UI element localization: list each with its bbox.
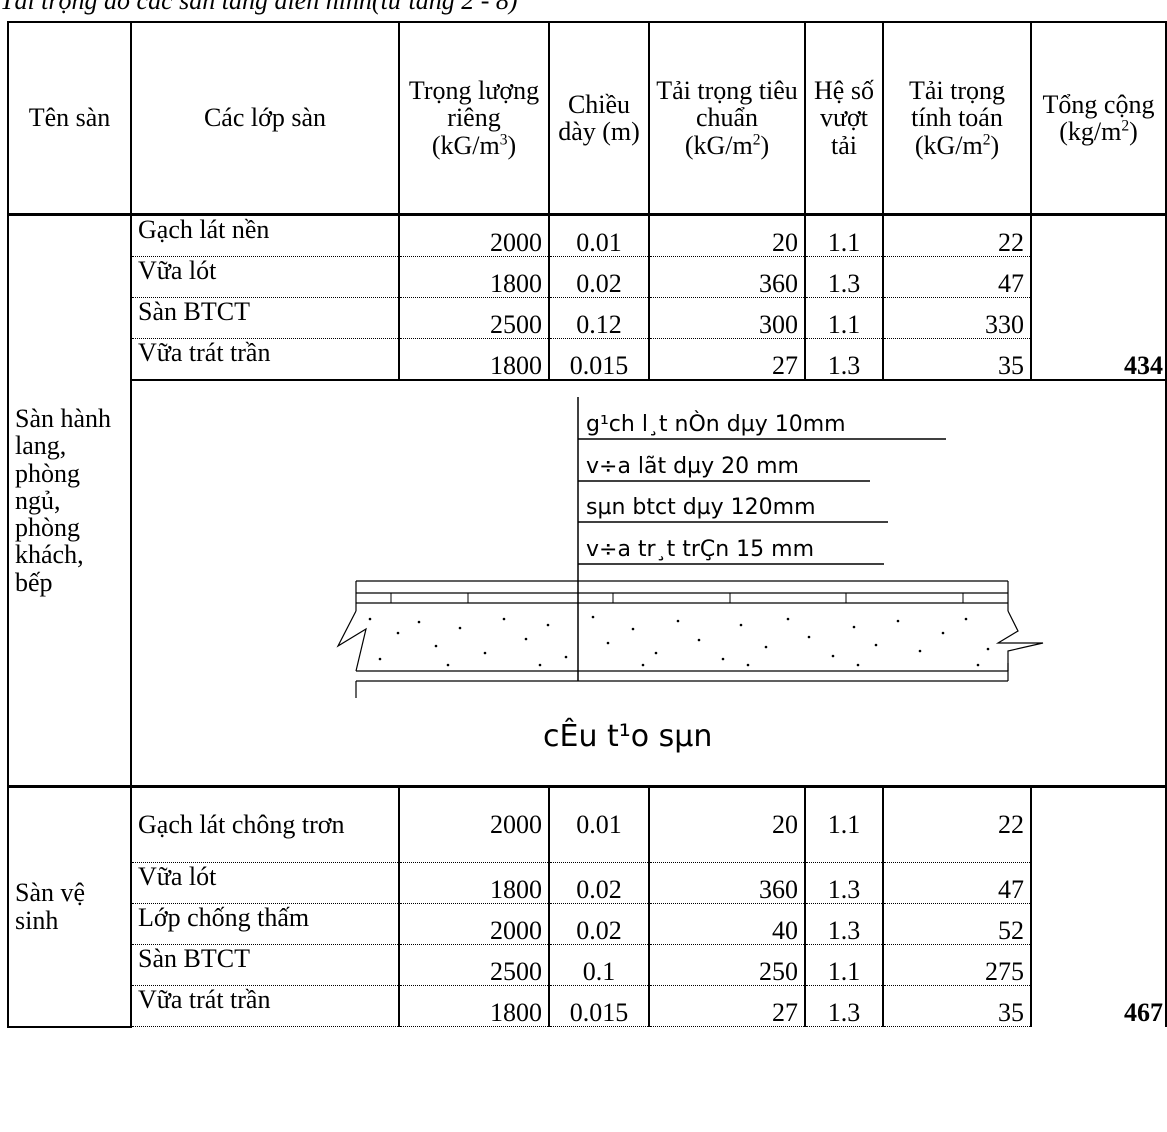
table-row: Lớp chống thấm 2000 0.02 40 1.3 52 [8, 903, 1166, 945]
standard-load-cell: 300 [648, 297, 806, 339]
table-row: Sàn hành lang, phòng ngủ, phòng khách, b… [7, 213, 1167, 788]
thickness-cell: 0.01 [548, 785, 650, 863]
total-cell-group2: 467 [1030, 785, 1167, 1027]
table-row: Sàn BTCT 2500 0.12 300 1.1 330 [8, 297, 1166, 339]
design-load-cell: 35 [882, 985, 1032, 1027]
layer-cell: Vữa lót [130, 256, 400, 298]
thickness-cell: 0.015 [548, 985, 650, 1027]
floor-section-svg: g¹ch l¸t nÒn dµy 10mm v÷a lãt dµy 20 mm … [336, 397, 1044, 754]
floor-section-drawing: g¹ch l¸t nÒn dµy 10mm v÷a lãt dµy 20 mm … [130, 379, 1167, 788]
standard-load-cell: 27 [648, 985, 806, 1027]
thickness-cell: 0.01 [548, 214, 650, 257]
floor-name-group2: Sàn vệ sinh [7, 785, 132, 1028]
design-load-cell: 22 [882, 785, 1032, 863]
density-cell: 2500 [398, 297, 550, 339]
density-cell: 2500 [398, 944, 550, 986]
header-row: Tên sàn Các lớp sàn Trọng lượng riêng (kG… [7, 21, 1167, 216]
factor-cell: 1.1 [804, 214, 884, 257]
layer-cell: Gạch lát chông trơn [130, 785, 400, 863]
density-cell: 2000 [398, 903, 550, 945]
layer-cell: Lớp chống thấm [130, 903, 400, 945]
thickness-cell: 0.02 [548, 903, 650, 945]
header-chieu-day: Chiều dày (m) [548, 21, 650, 216]
table-row: Vữa lót 1800 0.02 360 1.3 47 [8, 862, 1166, 904]
factor-cell: 1.3 [804, 985, 884, 1027]
density-cell: 1800 [398, 985, 550, 1027]
density-cell: 1800 [398, 862, 550, 904]
header-he-so-vuot-tai: Hệ số vượt tải [804, 21, 884, 216]
header-tai-trong-tinh-toan: Tải trọng tính toán (kG/m2) [882, 21, 1032, 216]
drawing-label-mortar: v÷a lãt dµy 20 mm [586, 454, 799, 479]
layer-cell: Sàn BTCT [130, 297, 400, 339]
layer-cell: Vữa trát trần [130, 985, 400, 1027]
density-cell: 2000 [398, 214, 550, 257]
design-load-cell: 52 [882, 903, 1032, 945]
factor-cell: 1.1 [804, 297, 884, 339]
layer-cell: Gạch lát nền [130, 214, 400, 257]
factor-cell: 1.3 [804, 256, 884, 298]
header-trong-luong-rieng: Trọng lượng riêng (kG/m3) [398, 21, 550, 216]
total-cell-group1: 434 [1030, 214, 1167, 380]
factor-cell: 1.1 [804, 785, 884, 863]
table-row: Vữa lót 1800 0.02 360 1.3 47 [8, 256, 1166, 298]
layer-cell: Vữa trát trần [130, 338, 400, 381]
table-caption: Tải trọng do các sàn tầng điển hình(từ t… [0, 0, 518, 15]
concrete-aggregate-dots [368, 615, 990, 667]
design-load-cell: 22 [882, 214, 1032, 257]
standard-load-cell: 250 [648, 944, 806, 986]
standard-load-cell: 40 [648, 903, 806, 945]
thickness-cell: 0.12 [548, 297, 650, 339]
floor-load-table: Tên sàn Các lớp sàn Trọng lượng riêng (kG… [7, 21, 1167, 1028]
floor-name-group1: Sàn hành lang, phòng ngủ, phòng khách, b… [7, 213, 132, 788]
design-load-cell: 47 [882, 862, 1032, 904]
design-load-cell: 35 [882, 338, 1032, 381]
factor-cell: 1.3 [804, 903, 884, 945]
thickness-cell: 0.02 [548, 862, 650, 904]
factor-cell: 1.1 [804, 944, 884, 986]
density-cell: 1800 [398, 256, 550, 298]
table-row: Vữa trát trần 1800 0.015 27 1.3 35 [8, 985, 1166, 1027]
factor-cell: 1.3 [804, 338, 884, 381]
design-load-cell: 330 [882, 297, 1032, 339]
thickness-cell: 0.02 [548, 256, 650, 298]
header-tong-cong: Tổng cộng (kg/m2) [1030, 21, 1167, 216]
design-load-cell: 275 [882, 944, 1032, 986]
standard-load-cell: 360 [648, 256, 806, 298]
density-cell: 1800 [398, 338, 550, 381]
drawing-row: g¹ch l¸t nÒn dµy 10mm v÷a lãt dµy 20 mm … [8, 379, 1167, 788]
drawing-label-plaster: v÷a tr¸t trÇn 15 mm [586, 537, 814, 562]
drawing-label-tile: g¹ch l¸t nÒn dµy 10mm [586, 411, 846, 437]
table-row: Sàn BTCT 2500 0.1 250 1.1 275 [8, 944, 1166, 986]
thickness-cell: 0.015 [548, 338, 650, 381]
design-load-cell: 47 [882, 256, 1032, 298]
standard-load-cell: 360 [648, 862, 806, 904]
factor-cell: 1.3 [804, 862, 884, 904]
density-cell: 2000 [398, 785, 550, 863]
standard-load-cell: 20 [648, 214, 806, 257]
layer-cell: Sàn BTCT [130, 944, 400, 986]
slab-section [336, 580, 1044, 698]
drawing-label-slab: sµn btct dµy 120mm [586, 495, 816, 520]
table-row: Sàn vệ sinh Gạch lát chông trơn 2000 0.0… [7, 785, 1167, 1028]
table-row: Vữa trát trần 1800 0.015 27 1.3 35 [8, 338, 1166, 381]
drawing-title: cÊu t¹o sµn [543, 718, 712, 754]
layer-cell: Vữa lót [130, 862, 400, 904]
standard-load-cell: 27 [648, 338, 806, 381]
header-tai-trong-tieu-chuan: Tải trọng tiêu chuẩn (kG/m2) [648, 21, 806, 216]
header-cac-lop-san: Các lớp sàn [130, 21, 400, 216]
header-ten-san: Tên sàn [7, 21, 132, 216]
standard-load-cell: 20 [648, 785, 806, 863]
thickness-cell: 0.1 [548, 944, 650, 986]
